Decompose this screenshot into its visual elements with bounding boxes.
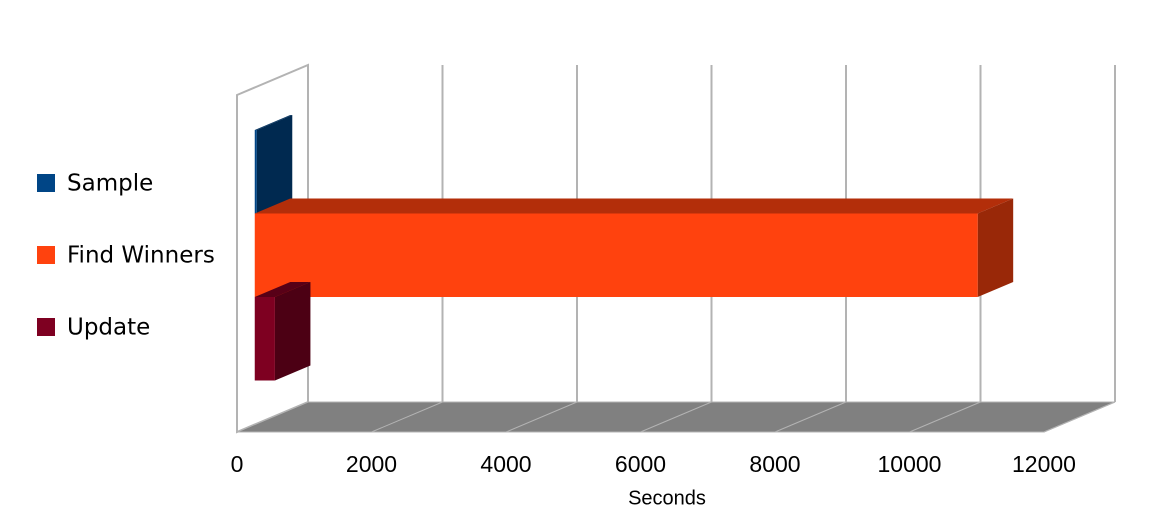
bar-top: [254, 282, 311, 297]
floor-grid-line: [640, 401, 712, 433]
floor-grid-line: [774, 401, 847, 433]
bar-top: [254, 115, 293, 130]
legend-swatch: [37, 246, 55, 264]
x-tick-label: 2000: [346, 451, 397, 477]
x-tick-label: 6000: [615, 451, 666, 477]
floor-grid-line: [371, 401, 443, 433]
legend-swatch: [37, 318, 55, 336]
bar: [254, 297, 275, 381]
x-axis-title: Seconds: [628, 487, 706, 509]
legend-swatch: [37, 174, 55, 192]
floor-grid-line: [236, 401, 309, 433]
legend-label: Find Winners: [67, 243, 215, 269]
bar: [254, 213, 978, 297]
bar-end: [977, 198, 1014, 297]
bar-end: [274, 282, 311, 381]
floor-grid-line: [1043, 401, 1116, 433]
legend-label: Sample: [67, 171, 153, 197]
x-tick-label: 0: [231, 451, 244, 477]
bar: [254, 130, 257, 214]
x-tick-label: 4000: [480, 451, 531, 477]
x-tick-label: 10000: [878, 451, 942, 477]
x-tick-label: 12000: [1012, 451, 1076, 477]
floor-grid-line: [909, 401, 981, 433]
legend-label: Update: [67, 315, 150, 341]
bar-top: [254, 198, 1014, 214]
bar-end: [256, 115, 293, 214]
floor-grid-line: [505, 401, 578, 433]
x-tick-label: 8000: [749, 451, 800, 477]
